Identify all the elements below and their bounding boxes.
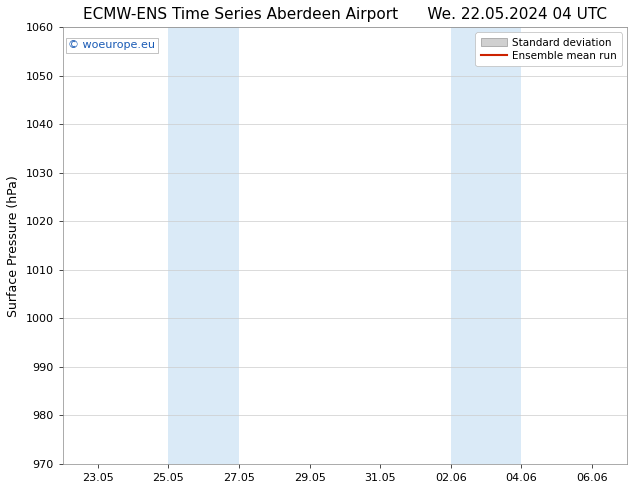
Text: © woeurope.eu: © woeurope.eu (68, 40, 155, 50)
Bar (451, 27, 521, 464)
Y-axis label: Surface Pressure (hPa): Surface Pressure (hPa) (7, 175, 20, 317)
Title: ECMW-ENS Time Series Aberdeen Airport      We. 22.05.2024 04 UTC: ECMW-ENS Time Series Aberdeen Airport We… (83, 7, 607, 22)
Legend: Standard deviation, Ensemble mean run: Standard deviation, Ensemble mean run (476, 32, 622, 66)
Bar (169, 27, 239, 464)
